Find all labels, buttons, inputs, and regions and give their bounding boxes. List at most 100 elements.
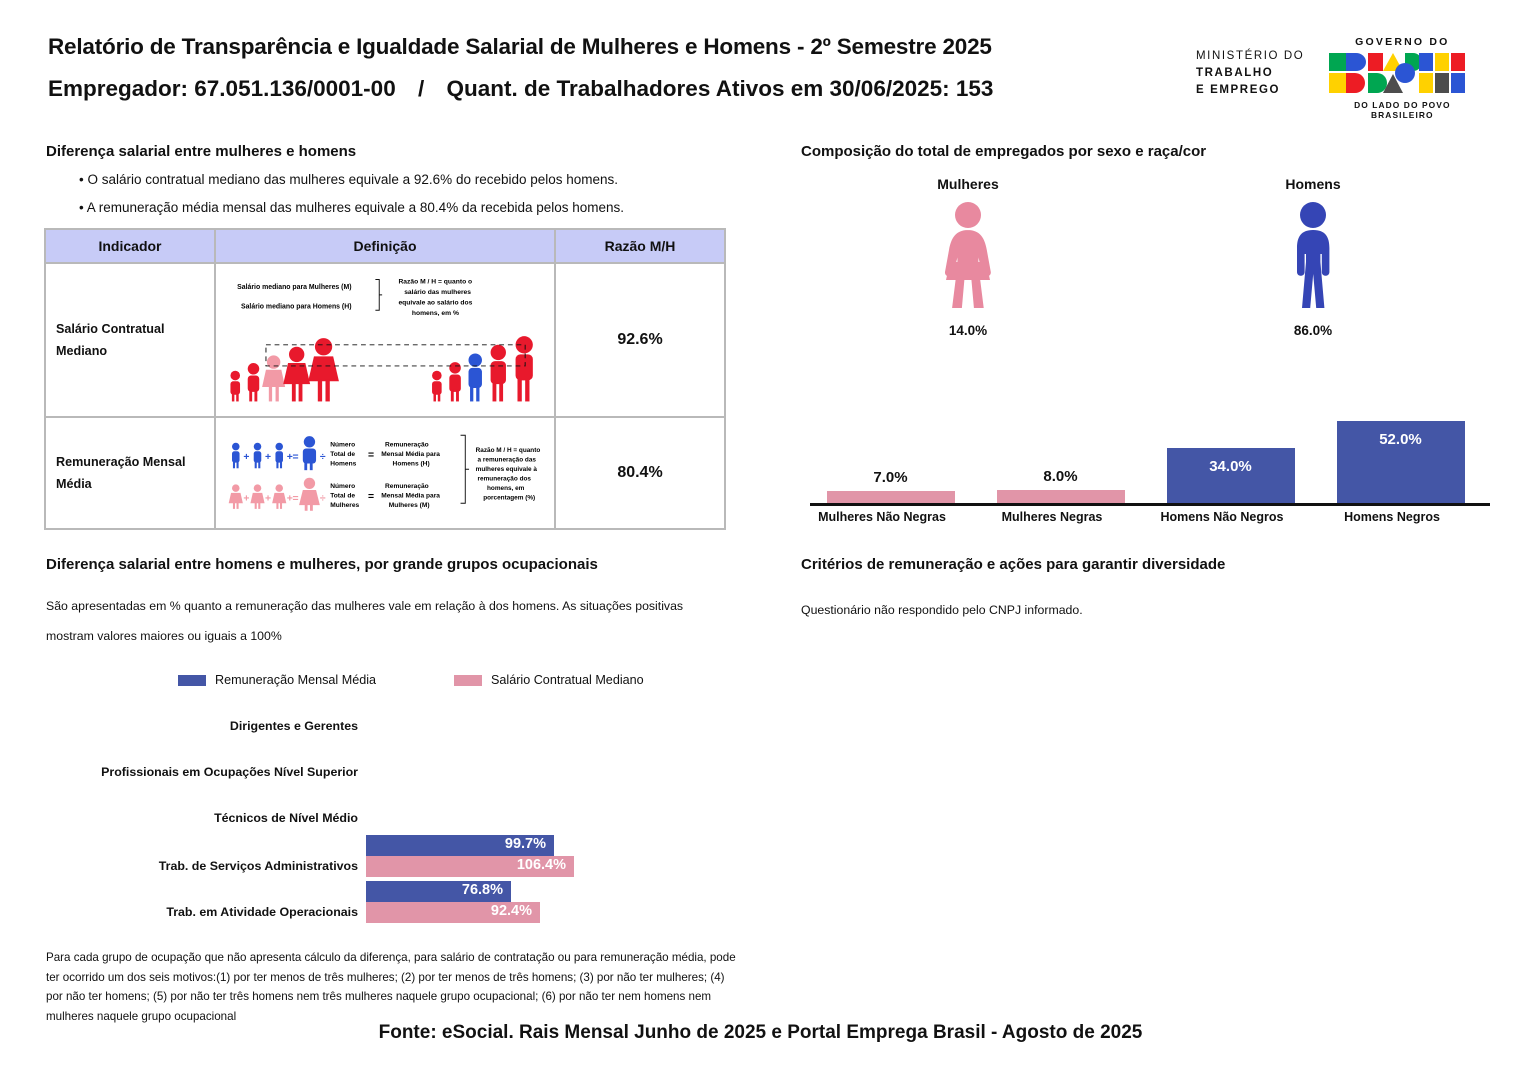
table-col-indicador: Indicador — [45, 229, 215, 263]
svg-text:+: + — [287, 493, 293, 504]
occupational-bar-median: 106.4% — [366, 856, 574, 877]
row-definition-graphic: + + + = ÷ Número Total de Homens = Remun… — [215, 417, 555, 529]
race-bar-value: 34.0% — [1209, 458, 1252, 475]
svg-text:Total de: Total de — [330, 451, 355, 458]
occupational-note-line-2: mostram valores maiores ou iguais a 100% — [46, 629, 282, 643]
composition-women-value: 14.0% — [948, 323, 988, 338]
occupational-bar-average: 99.7% — [366, 835, 554, 856]
occupational-group-row: Trab. de Serviços Administrativos 99.7% … — [46, 835, 746, 889]
row-indicator-line-1: Remuneração Mensal — [56, 455, 186, 469]
ministry-line-2: TRABALHO — [1196, 67, 1274, 79]
row-indicator-label: Remuneração Mensal Média — [45, 417, 215, 529]
svg-text:a remuneração das: a remuneração das — [478, 457, 537, 464]
svg-text:Remuneração: Remuneração — [385, 442, 429, 449]
race-axis-label: Homens Negros — [1344, 510, 1440, 524]
report-header: Relatório de Transparência e Igualdade S… — [48, 34, 993, 102]
legend-swatch-blue — [178, 674, 206, 686]
svg-text:homens, em %: homens, em % — [412, 310, 459, 317]
occupational-note: São apresentadas em % quanto a remuneraç… — [46, 591, 746, 651]
race-bar-group: 34.0% — [1158, 448, 1303, 503]
svg-text:Salário mediano para Mulheres: Salário mediano para Mulheres (M) — [237, 284, 351, 291]
gap-section: Diferença salarial entre mulheres e home… — [46, 143, 746, 228]
occupational-section: Diferença salarial entre homens e mulher… — [46, 556, 746, 687]
svg-text:Mensal Média para: Mensal Média para — [381, 451, 440, 458]
table-row: Salário Contratual Mediano Salário media… — [45, 263, 725, 417]
table-col-razao: Razão M/H — [555, 229, 725, 263]
svg-text:Total de: Total de — [330, 493, 355, 500]
svg-text:=: = — [292, 452, 298, 463]
svg-text:Número: Número — [330, 442, 355, 449]
man-icon — [1297, 202, 1330, 308]
svg-text:remuneração dos: remuneração dos — [478, 476, 532, 483]
occupational-group-label: Trab. de Serviços Administrativos — [158, 859, 358, 873]
occupational-bar-value: 106.4% — [516, 857, 566, 873]
gap-bullets: • O salário contratual mediano das mulhe… — [46, 172, 746, 215]
header-separator: / — [417, 76, 425, 101]
svg-text:porcentagem (%): porcentagem (%) — [483, 494, 535, 501]
svg-text:Razão M / H = quanto: Razão M / H = quanto — [476, 447, 541, 454]
gov-bottom-text: DO LADO DO POVO BRASILEIRO — [1354, 100, 1451, 120]
ministry-line-1: MINISTÉRIO DO — [1196, 50, 1305, 62]
svg-text:Mensal Média para: Mensal Média para — [381, 493, 440, 500]
composition-women: Mulheres 14.0% — [873, 176, 1063, 338]
occupational-legend: Remuneração Mensal Média Salário Contrat… — [46, 673, 746, 687]
race-bar-value: 52.0% — [1379, 431, 1422, 448]
criteria-section: Critérios de remuneração e ações para ga… — [801, 556, 1491, 629]
row-indicator-label: Salário Contratual Mediano — [45, 263, 215, 417]
criteria-text: Questionário não respondido pelo CNPJ in… — [801, 603, 1083, 617]
occupational-chart: Dirigentes e Gerentes Profissionais em O… — [46, 705, 746, 935]
svg-text:Homens: Homens — [330, 460, 356, 467]
occupational-group-label: Trab. em Atividade Operacionais — [166, 905, 358, 919]
svg-text:mulheres equivale à: mulheres equivale à — [476, 466, 538, 473]
svg-text:Salário mediano para Homens (H: Salário mediano para Homens (H) — [241, 303, 352, 310]
active-workers-count: Quant. de Trabalhadores Ativos em 30/06/… — [446, 76, 994, 101]
source-footer: Fonte: eSocial. Rais Mensal Junho de 202… — [378, 1022, 1143, 1043]
svg-text:=: = — [292, 493, 298, 504]
composition-men: Homens 86.0% — [1218, 176, 1408, 338]
race-axis-label: Homens Não Negros — [1160, 510, 1284, 524]
race-bar-group: 8.0% — [988, 468, 1133, 503]
occupational-bar-value: 76.8% — [461, 882, 503, 898]
row-ratio-value: 92.6% — [555, 263, 725, 417]
woman-icon — [944, 202, 991, 314]
occupational-bar-average: 76.8% — [366, 881, 511, 902]
race-bar: 34.0% — [1166, 448, 1295, 503]
occupational-note-line-1: São apresentadas em % quanto a remuneraç… — [46, 599, 684, 613]
race-bar-group: 52.0% — [1328, 421, 1473, 503]
employer-cnpj: Empregador: 67.051.136/0001-00 — [48, 76, 396, 101]
page-title: Relatório de Transparência e Igualdade S… — [48, 34, 992, 59]
svg-text:homens, em: homens, em — [487, 485, 525, 492]
race-bar — [996, 490, 1125, 503]
svg-text:+: + — [243, 452, 249, 463]
ministry-line-3: E EMPREGO — [1196, 84, 1281, 96]
occupational-bar-median: 92.4% — [366, 902, 540, 923]
occupational-bar-value: 99.7% — [504, 836, 546, 852]
government-branding: MINISTÉRIO DO TRABALHO E EMPREGO GOVERNO… — [1196, 36, 1482, 120]
svg-text:Número: Número — [330, 483, 355, 490]
svg-text:salário das mulheres: salário das mulheres — [404, 289, 471, 296]
gov-brasil-logo: GOVERNO DO DO LADO DO POVO BRASILEIR — [1322, 36, 1482, 120]
svg-text:=: = — [368, 450, 374, 461]
occupational-bars: 99.7% 106.4% — [366, 835, 574, 877]
composition-heading: Composição do total de empregados por se… — [801, 143, 1207, 160]
race-axis-label: Mulheres Não Negras — [818, 510, 946, 524]
occupational-bars: 76.8% 92.4% — [366, 881, 540, 923]
composition-women-label: Mulheres — [937, 176, 999, 192]
occupational-group-label: Profissionais em Ocupações Nível Superio… — [101, 765, 358, 779]
svg-text:Remuneração: Remuneração — [385, 483, 429, 490]
occupational-footnote: Para cada grupo de ocupação que não apre… — [46, 951, 736, 1023]
svg-text:equivale ao salário dos: equivale ao salário dos — [398, 299, 472, 306]
svg-text:Razão M / H = quanto o: Razão M / H = quanto o — [398, 278, 472, 285]
occupational-group-row: Técnicos de Nível Médio — [46, 797, 746, 843]
gap-section-heading: Diferença salarial entre mulheres e home… — [46, 143, 357, 160]
race-chart-plot: 7.0% 8.0% 34.0% 52.0% — [810, 408, 1490, 506]
svg-text:Mulheres (M): Mulheres (M) — [389, 502, 430, 509]
table-header-row: Indicador Definição Razão M/H — [45, 229, 725, 263]
indicator-table: Indicador Definição Razão M/H Salário Co… — [44, 228, 726, 530]
median-salary-diagram-icon: Salário mediano para Mulheres (M) Salári… — [230, 278, 533, 402]
table-row: Remuneração Mensal Média — [45, 417, 725, 529]
legend-item-median: Salário Contratual Mediano — [454, 673, 644, 687]
svg-text:Mulheres: Mulheres — [330, 502, 359, 509]
row-definition-graphic: Salário mediano para Mulheres (M) Salári… — [215, 263, 555, 417]
